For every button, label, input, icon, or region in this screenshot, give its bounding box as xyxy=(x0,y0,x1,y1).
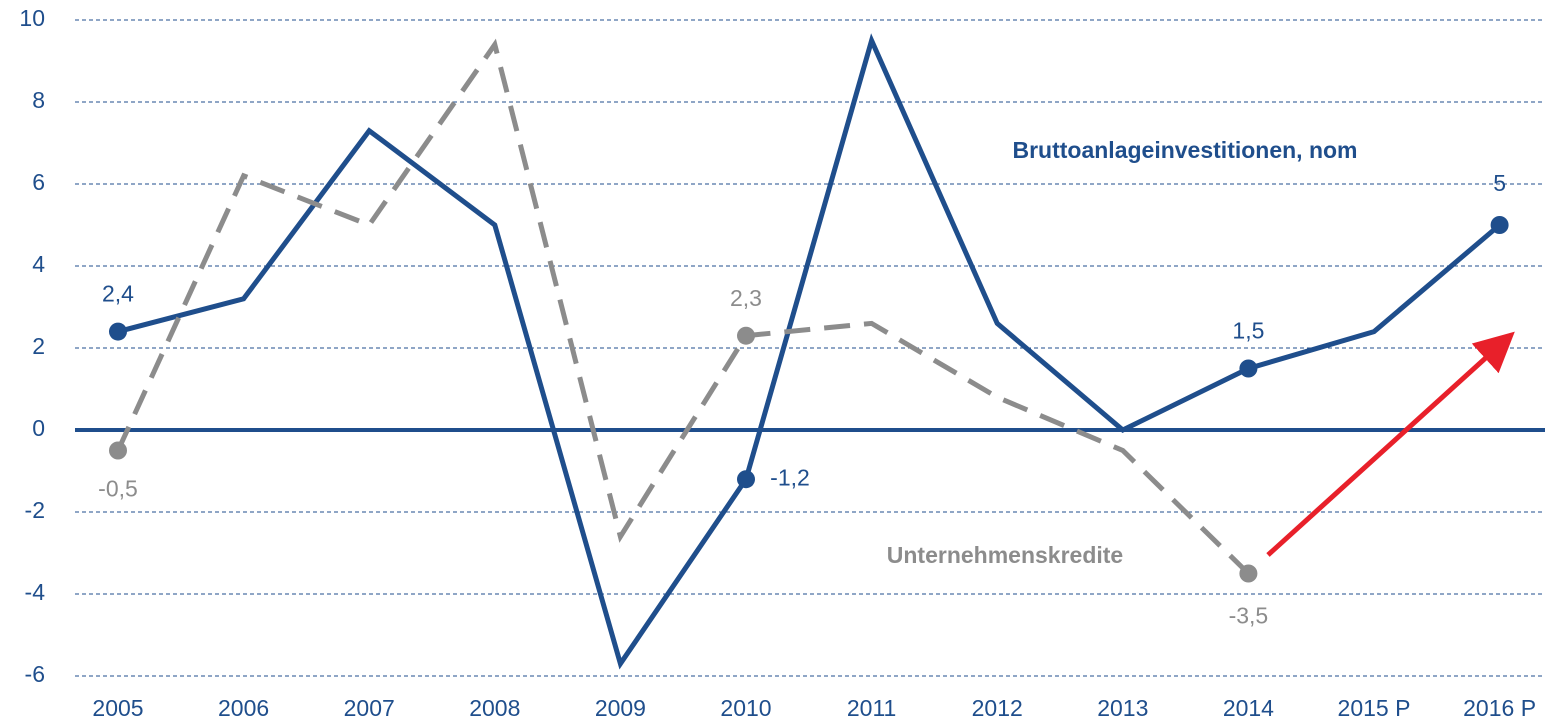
point-marker xyxy=(109,322,127,341)
value-label: -0,5 xyxy=(98,476,138,502)
value-label: 2,4 xyxy=(102,281,134,307)
value-label: 2,3 xyxy=(730,285,762,311)
y-tick-label: -4 xyxy=(25,579,46,605)
value-label: 1,5 xyxy=(1232,318,1264,344)
x-tick-label: 2008 xyxy=(469,695,520,721)
point-marker xyxy=(737,326,755,345)
y-tick-label: 4 xyxy=(32,251,45,277)
x-tick-label: 2006 xyxy=(218,695,269,721)
value-label: -1,2 xyxy=(770,464,810,490)
y-tick-label: 8 xyxy=(32,87,45,113)
point-marker xyxy=(109,441,127,460)
x-tick-label: 2010 xyxy=(720,695,771,721)
x-tick-label: 2009 xyxy=(595,695,646,721)
point-marker xyxy=(1239,564,1258,583)
x-tick-label: 2011 xyxy=(847,695,896,721)
x-tick-label: 2014 xyxy=(1223,695,1274,721)
value-label: -3,5 xyxy=(1229,603,1269,629)
y-tick-label: -6 xyxy=(25,661,45,687)
series-line xyxy=(115,38,1251,576)
x-tick-label: 2007 xyxy=(344,695,395,721)
x-tick-label: 2016 P xyxy=(1463,695,1536,721)
series-label: Bruttoanlageinvestitionen, nom xyxy=(1012,137,1357,163)
trend-arrow xyxy=(1266,331,1515,557)
series-label: Unternehmenskredite xyxy=(887,542,1123,568)
x-tick-label: 2005 xyxy=(92,695,143,721)
y-tick-label: 10 xyxy=(19,5,45,31)
x-tick-label: 2013 xyxy=(1097,695,1148,721)
point-marker xyxy=(1490,216,1509,234)
point-marker xyxy=(1239,359,1258,378)
y-tick-label: -2 xyxy=(25,497,45,523)
point-marker xyxy=(737,470,755,489)
x-tick-label: 2015 P xyxy=(1338,695,1411,721)
y-tick-label: 6 xyxy=(32,169,45,195)
y-tick-label: 2 xyxy=(32,333,45,359)
series-line xyxy=(117,33,1502,670)
value-label: 5 xyxy=(1493,170,1506,196)
y-tick-label: 0 xyxy=(32,415,45,441)
x-tick-label: 2012 xyxy=(972,695,1023,721)
